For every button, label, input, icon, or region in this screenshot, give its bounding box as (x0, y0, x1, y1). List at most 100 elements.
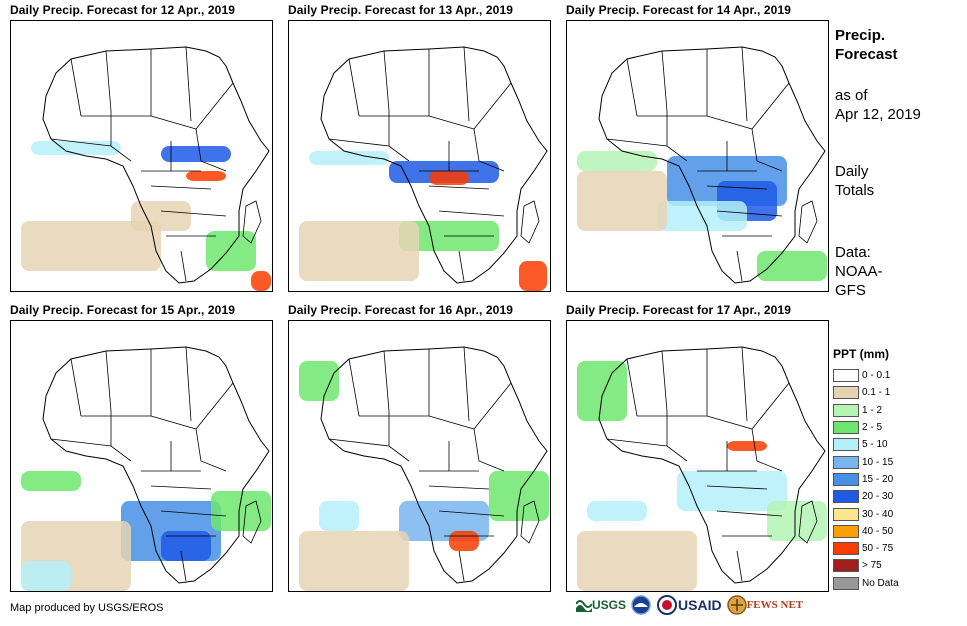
precip-map (566, 20, 829, 292)
country-border (473, 428, 505, 472)
precip-patch (319, 501, 359, 531)
legend-label: 5 - 10 (862, 439, 888, 451)
country-border (661, 350, 668, 412)
country-border (160, 510, 227, 517)
legend-swatch (833, 438, 859, 452)
country-border (428, 82, 512, 130)
country-border (195, 428, 227, 472)
map-canvas (577, 46, 827, 284)
map-canvas (577, 346, 827, 591)
country-border (383, 350, 390, 412)
precip-patch (577, 361, 627, 421)
legend-label: 50 - 75 (862, 543, 894, 555)
legend-label: 1 - 2 (862, 404, 883, 416)
country-border (606, 438, 688, 462)
data-line1: Data: (835, 244, 871, 261)
precip-patch (309, 151, 389, 165)
country-border (706, 485, 768, 490)
panel-title: Daily Precip. Forecast for 17 Apr., 2019 (566, 303, 791, 317)
country-border (428, 382, 512, 430)
precip-patch (489, 471, 549, 521)
madagascar-outline (242, 500, 262, 544)
precip-patch (299, 221, 419, 281)
country-border (716, 210, 783, 217)
africa-coastline (42, 346, 270, 584)
africa-coastline (598, 346, 826, 584)
legend-swatch (833, 455, 859, 469)
madagascar-outline (242, 200, 262, 244)
noaa-emblem-icon (631, 595, 651, 615)
country-border (706, 382, 790, 430)
precip-patch (577, 171, 667, 231)
legend-swatch (833, 369, 859, 383)
legend-label: 20 - 30 (862, 491, 894, 503)
panel-title: Daily Precip. Forecast for 12 Apr., 2019 (10, 3, 235, 17)
legend-swatch (833, 421, 859, 435)
precip-patch (299, 361, 339, 401)
legend-label: 0 - 0.1 (862, 370, 891, 382)
precip-map (10, 320, 273, 592)
country-border (150, 382, 234, 430)
country-border (50, 138, 132, 162)
country-border (185, 46, 192, 122)
precip-patch (21, 561, 71, 591)
legend-swatch (833, 576, 859, 590)
country-border (463, 346, 470, 422)
africa-coastline (320, 46, 548, 284)
precip-map (10, 20, 273, 292)
country-border (348, 358, 360, 417)
legend-item: 5 - 10 (833, 436, 963, 453)
credit-text: Map produced by USGS/EROS (10, 602, 164, 614)
forecast-panel-1: Daily Precip. Forecast for 12 Apr., 2019 (10, 2, 285, 292)
legend-swatch (833, 472, 859, 486)
precip-map (566, 320, 829, 592)
forecast-panel-5: Daily Precip. Forecast for 16 Apr., 2019 (288, 302, 563, 592)
fewsnet-emblem-icon (726, 595, 747, 615)
country-border (751, 428, 783, 472)
country-border (736, 550, 743, 582)
forecast-panel-2: Daily Precip. Forecast for 13 Apr., 2019 (288, 2, 563, 292)
precip-patch (31, 141, 121, 155)
precip-patch (429, 171, 469, 185)
country-border (195, 128, 227, 172)
country-border (473, 128, 505, 172)
precip-patch (186, 171, 226, 181)
country-border (458, 550, 465, 582)
precip-patch (767, 501, 827, 541)
country-border (105, 50, 112, 112)
precip-patch (727, 441, 767, 451)
legend-label: 10 - 15 (862, 456, 894, 468)
precip-patch (757, 251, 827, 281)
map-canvas (299, 346, 549, 591)
country-border (150, 485, 212, 490)
legend-item: 15 - 20 (833, 471, 963, 488)
legend-swatch (833, 524, 859, 538)
legend-swatch (833, 559, 859, 573)
legend-label: 30 - 40 (862, 508, 894, 520)
country-border (626, 58, 638, 117)
map-canvas (21, 46, 271, 291)
map-canvas (21, 346, 271, 591)
country-border (438, 510, 505, 517)
data-line2: NOAA- (835, 263, 883, 280)
agency-logos: USGS USAID FEWS NET (576, 595, 803, 615)
precip-patch (21, 221, 161, 271)
precip-patch (449, 531, 479, 551)
precip-patch (677, 471, 787, 511)
country-border (180, 250, 187, 282)
asof-date: Apr 12, 2019 (835, 106, 921, 123)
legend: PPT (mm) 0 - 0.1 0.1 - 1 1 - 2 2 - 5 5 - 10 1… (833, 347, 963, 592)
legend-item: No Data (833, 575, 963, 592)
country-border (428, 185, 490, 190)
country-border (328, 438, 410, 462)
side-heading-line1: Precip. (835, 27, 886, 44)
precip-patch (161, 531, 211, 561)
forecast-panel-3: Daily Precip. Forecast for 14 Apr., 2019 (566, 2, 841, 292)
legend-item: 40 - 50 (833, 523, 963, 540)
country-border (185, 346, 192, 422)
country-border (626, 358, 638, 417)
usgs-logo: USGS (576, 598, 626, 612)
precip-patch (519, 261, 547, 291)
madagascar-outline (798, 500, 818, 544)
country-border (180, 550, 187, 582)
